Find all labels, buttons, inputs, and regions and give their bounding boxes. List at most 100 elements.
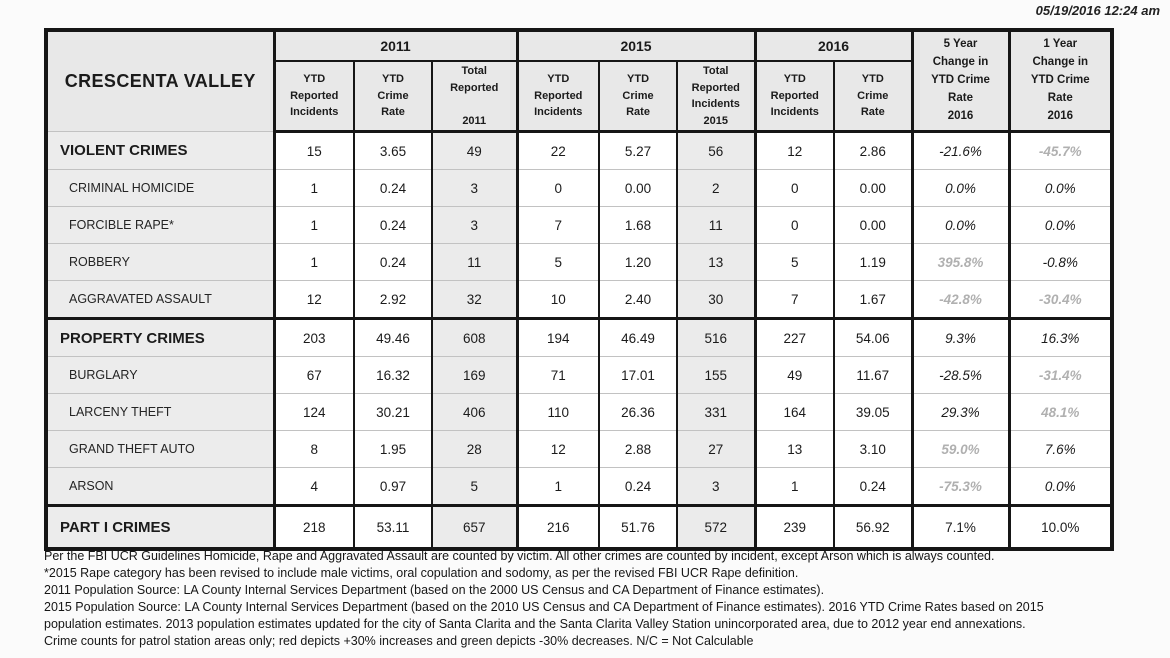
cell-r5-c6: 227 xyxy=(755,317,836,357)
cell-r7-c5: 331 xyxy=(677,393,757,431)
cell-r6-c1: 16.32 xyxy=(354,356,433,394)
cell-r6-c0: 67 xyxy=(274,356,355,394)
cell-r10-c8: 7.1% xyxy=(912,504,1011,549)
cell-r6-c8: -28.5% xyxy=(912,356,1011,394)
row-label: AGGRAVATED ASSAULT xyxy=(46,280,276,319)
table-row: PROPERTY CRIMES 203 49.46 608 194 46.49 516 227… xyxy=(46,317,1113,357)
cell-r3-c2: 11 xyxy=(432,243,519,281)
row-label: CRIMINAL HOMICIDE xyxy=(46,169,276,207)
table-row: PART I CRIMES 218 53.11 657 216 51.76 572 239 56… xyxy=(46,504,1113,549)
footnote-line: 2011 Population Source: LA County Intern… xyxy=(44,583,825,597)
cell-r2-c5: 11 xyxy=(677,206,757,244)
year-group-2015: 2015 xyxy=(517,30,757,62)
cell-r8-c5: 27 xyxy=(677,430,757,468)
region-title: CRESCENTA VALLEY xyxy=(46,30,276,132)
table-header: CRESCENTA VALLEY 2011 2015 2016 5 Year C… xyxy=(46,30,1113,133)
cell-r10-c4: 51.76 xyxy=(599,504,679,549)
cell-r4-c3: 10 xyxy=(517,280,601,319)
cell-r3-c7: 1.19 xyxy=(834,243,914,281)
cell-r3-c1: 0.24 xyxy=(354,243,433,281)
cell-r10-c1: 53.11 xyxy=(354,504,433,549)
cell-r4-c6: 7 xyxy=(755,280,836,319)
cell-r0-c0: 15 xyxy=(274,131,355,170)
footnote-line: *2015 Rape category has been revised to … xyxy=(44,566,799,580)
year-group-2016: 2016 xyxy=(755,30,914,62)
cell-r1-c9: 0.0% xyxy=(1009,169,1113,207)
cell-r9-c6: 1 xyxy=(755,467,836,506)
cell-r4-c2: 32 xyxy=(432,280,519,319)
cell-r3-c8: 395.8% xyxy=(912,243,1011,281)
cell-r2-c3: 7 xyxy=(517,206,601,244)
cell-r0-c6: 12 xyxy=(755,131,836,170)
cell-r9-c2: 5 xyxy=(432,467,519,506)
cell-r2-c8: 0.0% xyxy=(912,206,1011,244)
cell-r10-c6: 239 xyxy=(755,504,836,549)
cell-r4-c1: 2.92 xyxy=(354,280,433,319)
cell-r8-c2: 28 xyxy=(432,430,519,468)
cell-r3-c3: 5 xyxy=(517,243,601,281)
cell-r3-c0: 1 xyxy=(274,243,355,281)
cell-r8-c7: 3.10 xyxy=(834,430,914,468)
cell-r5-c5: 516 xyxy=(677,317,757,357)
cell-r5-c8: 9.3% xyxy=(912,317,1011,357)
table-row: GRAND THEFT AUTO 8 1.95 28 12 2.88 27 13 3.10 59.… xyxy=(46,430,1113,468)
cell-r0-c9: -45.7% xyxy=(1009,131,1113,170)
cell-r2-c0: 1 xyxy=(274,206,355,244)
header-2011-ytd-rate: YTD Crime Rate xyxy=(354,61,433,133)
header-sub-row: YTD Reported Incidents YTD Crime Rate To… xyxy=(46,61,1112,133)
cell-r5-c7: 54.06 xyxy=(834,317,914,357)
cell-r1-c1: 0.24 xyxy=(354,169,433,207)
footnote-line: Per the FBI UCR Guidelines Homicide, Rap… xyxy=(44,549,995,563)
cell-r4-c7: 1.67 xyxy=(834,280,914,319)
cell-r9-c9: 0.0% xyxy=(1009,467,1113,506)
row-label: LARCENY THEFT xyxy=(46,393,276,431)
table-row: BURGLARY 67 16.32 169 71 17.01 155 49 11.67 -28.5… xyxy=(46,356,1113,394)
cell-r7-c7: 39.05 xyxy=(834,393,914,431)
header-2015-ytd-rate: YTD Crime Rate xyxy=(599,61,679,133)
row-label: FORCIBLE RAPE* xyxy=(46,206,276,244)
cell-r2-c7: 0.00 xyxy=(834,206,914,244)
cell-r7-c6: 164 xyxy=(755,393,836,431)
cell-r0-c7: 2.86 xyxy=(834,131,914,170)
row-label: ROBBERY xyxy=(46,243,276,281)
cell-r5-c9: 16.3% xyxy=(1009,317,1113,357)
cell-r3-c9: -0.8% xyxy=(1009,243,1113,281)
cell-r5-c1: 49.46 xyxy=(354,317,433,357)
cell-r9-c7: 0.24 xyxy=(834,467,914,506)
table-body: VIOLENT CRIMES 15 3.65 49 22 5.27 56 12 2.86 -21.… xyxy=(46,131,1113,549)
cell-r10-c9: 10.0% xyxy=(1009,504,1113,549)
cell-r0-c8: -21.6% xyxy=(912,131,1011,170)
cell-r1-c0: 1 xyxy=(274,169,355,207)
cell-r5-c2: 608 xyxy=(432,317,519,357)
header-2015-ytd-reported: YTD Reported Incidents xyxy=(517,61,601,133)
table-row: LARCENY THEFT 124 30.21 406 110 26.36 331 164 39… xyxy=(46,393,1113,431)
cell-r6-c6: 49 xyxy=(755,356,836,394)
footnote-line: population estimates. 2013 population es… xyxy=(44,617,1026,631)
cell-r9-c4: 0.24 xyxy=(599,467,679,506)
cell-r6-c4: 17.01 xyxy=(599,356,679,394)
cell-r3-c4: 1.20 xyxy=(599,243,679,281)
row-label: BURGLARY xyxy=(46,356,276,394)
cell-r2-c2: 3 xyxy=(432,206,519,244)
cell-r8-c6: 13 xyxy=(755,430,836,468)
report-timestamp: 05/19/2016 12:24 am xyxy=(1035,3,1160,18)
cell-r7-c3: 110 xyxy=(517,393,601,431)
cell-r4-c8: -42.8% xyxy=(912,280,1011,319)
cell-r0-c4: 5.27 xyxy=(599,131,679,170)
cell-r2-c4: 1.68 xyxy=(599,206,679,244)
cell-r7-c1: 30.21 xyxy=(354,393,433,431)
cell-r7-c2: 406 xyxy=(432,393,519,431)
table-row: FORCIBLE RAPE* 1 0.24 3 7 1.68 11 0 0.00 0.0% 0.0% xyxy=(46,206,1113,244)
cell-r6-c7: 11.67 xyxy=(834,356,914,394)
cell-r2-c6: 0 xyxy=(755,206,836,244)
cell-r4-c5: 30 xyxy=(677,280,757,319)
footnotes: Per the FBI UCR Guidelines Homicide, Rap… xyxy=(44,548,1164,650)
year-group-2011: 2011 xyxy=(274,30,519,62)
cell-r9-c8: -75.3% xyxy=(912,467,1011,506)
row-label: VIOLENT CRIMES xyxy=(46,131,276,170)
cell-r1-c6: 0 xyxy=(755,169,836,207)
cell-r0-c1: 3.65 xyxy=(354,131,433,170)
table-row: CRIMINAL HOMICIDE 1 0.24 3 0 0.00 2 0 0.00 0.0% 0.… xyxy=(46,169,1113,207)
footnote-line: 2015 Population Source: LA County Intern… xyxy=(44,600,1044,614)
cell-r9-c3: 1 xyxy=(517,467,601,506)
